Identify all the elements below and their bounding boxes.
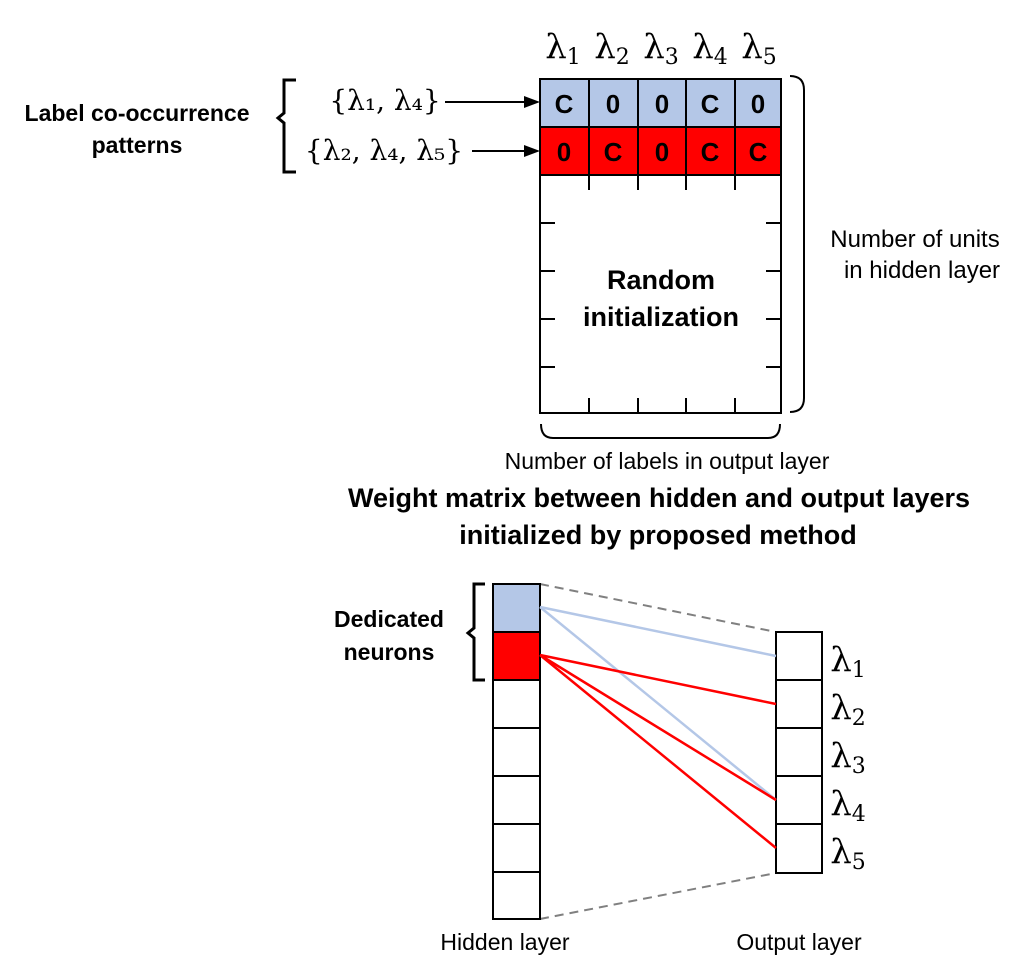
- matrix-value-1-2: 0: [606, 89, 620, 119]
- hidden-units-bracket: Number of units in hidden layer: [789, 75, 1000, 413]
- matrix-value-2-4: C: [701, 137, 720, 167]
- random-init-block: Random initialization: [539, 174, 782, 414]
- pattern-set-2: {λ₂, λ₄, λ₅}: [305, 134, 463, 167]
- output-label-1: λ1: [830, 640, 866, 683]
- connection-red-to-output-4: [539, 653, 777, 802]
- column-header-4: λ4: [692, 27, 728, 70]
- matrix-value-2-5: C: [749, 137, 768, 167]
- hidden-units-label-line2: in hidden layer: [844, 257, 1000, 284]
- output-neuron-3: [775, 727, 823, 777]
- hidden-units-label-line1: Number of units: [830, 226, 999, 253]
- output-neuron-4: [775, 775, 823, 825]
- network-diagram: λ1 λ2 λ3 λ4 λ5 Dedicated neurons Hidden …: [334, 582, 866, 955]
- hidden-neuron-5: [492, 775, 541, 825]
- hidden-neuron-3: [492, 679, 541, 729]
- column-header-1: λ1: [545, 27, 581, 70]
- hidden-neuron-1: [492, 583, 541, 633]
- hidden-neuron-2: [492, 631, 541, 681]
- output-neuron-2: [775, 679, 823, 729]
- output-labels-bracket: Number of labels in output layer: [505, 423, 830, 474]
- matrix-cell-2-5: [734, 126, 782, 176]
- hidden-neuron-4: [492, 727, 541, 777]
- matrix-cell-2-3: [637, 126, 687, 176]
- pattern-row-2: 0 C 0 C C: [539, 126, 782, 176]
- matrix-value-2-2: C: [604, 137, 623, 167]
- column-header-3: λ3: [643, 27, 679, 70]
- patterns-label-line1: Label co-occurrence: [25, 100, 250, 126]
- connection-blue-to-output-1: [539, 605, 777, 658]
- output-layer-label: Output layer: [736, 929, 862, 955]
- matrix-value-2-3: 0: [655, 137, 669, 167]
- hidden-layer-label: Hidden layer: [440, 929, 569, 955]
- arrow-head-2: [524, 145, 540, 157]
- matrix-value-1-4: C: [701, 89, 720, 119]
- output-label-4: λ4: [830, 784, 866, 827]
- matrix-value-2-1: 0: [557, 137, 571, 167]
- matrix-title-line1: Weight matrix between hidden and output …: [348, 483, 970, 513]
- output-label-5: λ5: [830, 832, 866, 875]
- output-neuron-1: [775, 631, 823, 681]
- column-header-2: λ2: [594, 27, 630, 70]
- arrow-head-1: [524, 96, 540, 108]
- patterns-label-line2: patterns: [92, 132, 183, 158]
- dedicated-bracket: [465, 582, 485, 682]
- matrix-value-1-1: C: [555, 89, 574, 119]
- pattern-set-1: {λ₁, λ₄}: [329, 84, 440, 117]
- connection-blue-to-output-4: [539, 606, 777, 801]
- matrix-title-line2: initialized by proposed method: [459, 520, 857, 550]
- hidden-neuron-7: [492, 871, 541, 920]
- column-headers: λ1 λ2 λ3 λ4 λ5: [545, 27, 777, 70]
- output-neuron-5: [775, 823, 823, 874]
- random-init-label-line1: Random: [607, 265, 715, 295]
- connection-red-to-output-5: [539, 654, 777, 849]
- output-label-2: λ2: [830, 688, 866, 731]
- hidden-neuron-6: [492, 823, 541, 873]
- output-labels-caption: Number of labels in output layer: [505, 448, 830, 474]
- matrix-value-1-3: 0: [655, 89, 669, 119]
- random-init-label-line2: initialization: [583, 302, 739, 332]
- matrix-value-1-5: 0: [751, 89, 765, 119]
- output-label-3: λ3: [830, 736, 866, 779]
- pattern-row-1: C 0 0 C 0: [539, 78, 782, 128]
- connection-red-to-output-2: [539, 653, 777, 706]
- column-header-5: λ5: [741, 27, 777, 70]
- dedicated-label-line1: Dedicated: [334, 606, 444, 632]
- random-init-box: [539, 174, 782, 414]
- dedicated-label-line2: neurons: [344, 639, 435, 665]
- patterns-group: Label co-occurrence patterns {λ₁, λ₄} {λ…: [25, 78, 540, 174]
